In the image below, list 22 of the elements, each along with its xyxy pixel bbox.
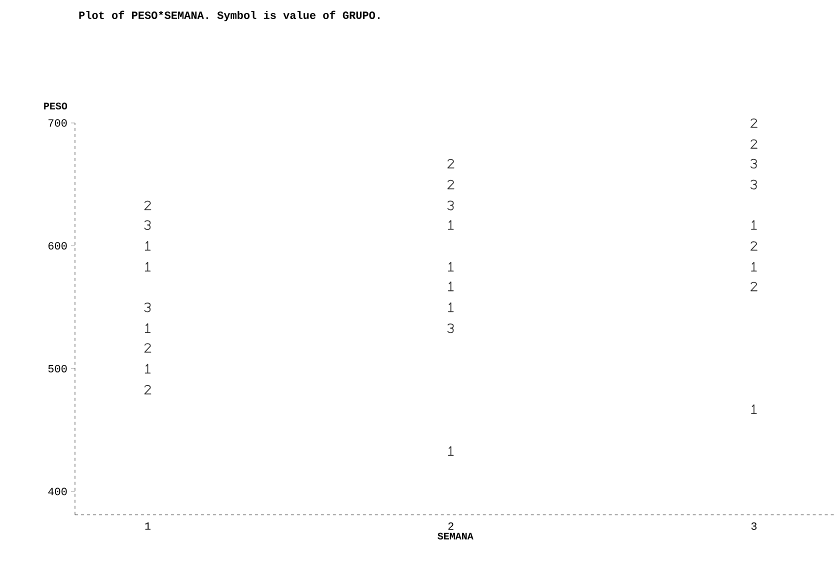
point <box>750 118 758 128</box>
point <box>144 343 152 353</box>
point <box>750 282 758 292</box>
point <box>144 200 152 210</box>
x-tick-label: 2 <box>448 522 454 530</box>
x-axis-title: SEMANA <box>438 532 474 540</box>
point <box>144 385 152 394</box>
point <box>447 159 454 168</box>
y-tick-label: 500 <box>48 365 67 372</box>
x-tick-label: 3 <box>751 522 757 530</box>
chart-title: Plot of PESO*SEMANA. Symbol is value of GRUPO. <box>79 10 380 22</box>
y-axis-title: PESO <box>44 102 68 110</box>
y-tick-label: 600 <box>48 242 67 250</box>
point <box>447 324 454 334</box>
point <box>447 200 454 210</box>
y-tick-label: 400 <box>48 488 67 496</box>
point <box>447 180 454 190</box>
x-tick-label: 1 <box>145 522 151 530</box>
point <box>750 139 758 149</box>
point <box>750 241 758 251</box>
y-tick-label: 700 <box>48 119 67 127</box>
point <box>144 302 151 312</box>
